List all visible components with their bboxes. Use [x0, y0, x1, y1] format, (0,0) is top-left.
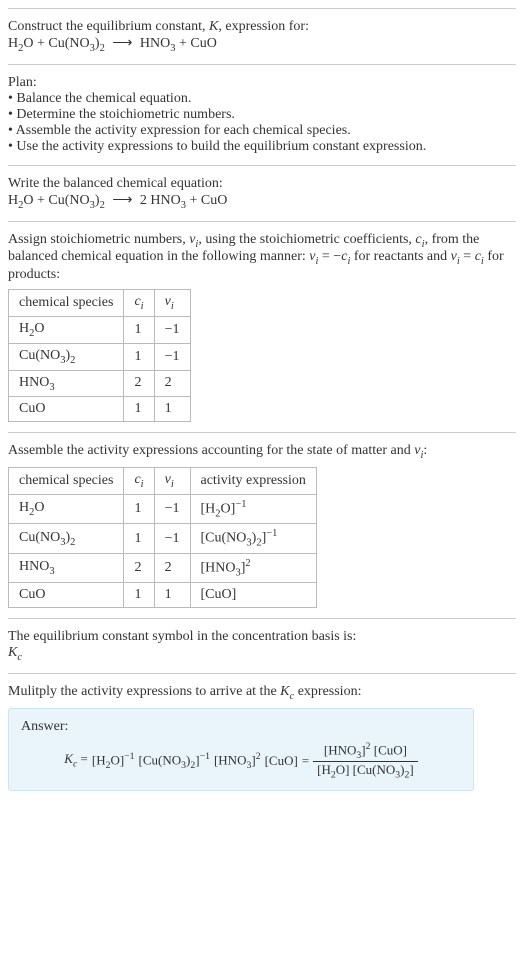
denominator: [H2O] [Cu(NO3)2] [313, 762, 418, 781]
cell-species: HNO3 [9, 553, 124, 582]
cell-activity: [CuO] [190, 583, 316, 608]
col-nui: νi [154, 468, 190, 495]
intro-text: Construct the equilibrium constant, K, e… [8, 19, 516, 35]
table-row: Cu(NO3)2 1 −1 [9, 343, 191, 370]
cell-ci: 1 [124, 524, 154, 553]
stoich-section: Assign stoichiometric numbers, νi, using… [8, 221, 516, 433]
cell-ci: 2 [124, 553, 154, 582]
cell-nui: −1 [154, 524, 190, 553]
kc-expression: Kc = [H2O]−1 [Cu(NO3)2]−1 [HNO3]2 [CuO] … [21, 741, 461, 781]
cell-species: CuO [9, 397, 124, 422]
table-row: HNO3 2 2 [9, 370, 191, 397]
answer-label: Answer: [21, 719, 461, 735]
coef-2: 2 [140, 193, 151, 208]
col-ci: ci [124, 290, 154, 317]
intro-line1: Construct the equilibrium constant, [8, 19, 209, 34]
species-cuo: CuO [201, 193, 227, 208]
species-cuno32: Cu(NO3)2 [48, 193, 104, 208]
term-cuno32: [Cu(NO3)2]−1 [139, 751, 210, 771]
symbol-kc: Kc [8, 645, 516, 663]
plan-item-2: • Determine the stoichiometric numbers. [8, 107, 516, 123]
cell-activity: [H2O]−1 [190, 494, 316, 523]
cell-nui: 2 [154, 553, 190, 582]
table-header-row: chemical species ci νi activity expressi… [9, 468, 317, 495]
equals: = [302, 753, 309, 769]
plan-item-4: • Use the activity expressions to build … [8, 139, 516, 155]
balanced-title: Write the balanced chemical equation: [8, 176, 516, 192]
term-h2o: [H2O]−1 [92, 751, 135, 771]
table-row: H2O 1 −1 [H2O]−1 [9, 494, 317, 523]
activity-section: Assemble the activity expressions accoun… [8, 432, 516, 618]
fraction: [HNO3]2 [CuO] [H2O] [Cu(NO3)2] [313, 741, 418, 781]
cell-nui: 1 [154, 397, 190, 422]
plan-title: Plan: [8, 75, 516, 91]
final-section: Mulitply the activity expressions to arr… [8, 673, 516, 801]
answer-box: Answer: Kc = [H2O]−1 [Cu(NO3)2]−1 [HNO3]… [8, 708, 474, 792]
cell-ci: 1 [124, 494, 154, 523]
table-row: Cu(NO3)2 1 −1 [Cu(NO3)2]−1 [9, 524, 317, 553]
term-hno3: [HNO3]2 [214, 751, 261, 771]
reaction-arrow-icon: ⟶ [108, 193, 136, 208]
col-species: chemical species [9, 290, 124, 317]
cell-ci: 1 [124, 343, 154, 370]
table-header-row: chemical species ci νi [9, 290, 191, 317]
balanced-equation: H2O + Cu(NO3)2 ⟶ 2 HNO3 + CuO [8, 192, 516, 211]
species-hno3: HNO3 [150, 193, 186, 208]
final-title: Mulitply the activity expressions to arr… [8, 684, 516, 702]
balanced-section: Write the balanced chemical equation: H2… [8, 165, 516, 221]
species-cuo: CuO [190, 36, 216, 51]
plan-item-3: • Assemble the activity expression for e… [8, 123, 516, 139]
cell-ci: 1 [124, 583, 154, 608]
cell-species: CuO [9, 583, 124, 608]
cell-ci: 1 [124, 397, 154, 422]
cell-ci: 1 [124, 316, 154, 343]
cell-nui: −1 [154, 343, 190, 370]
symbol-text: The equilibrium constant symbol in the c… [8, 629, 516, 645]
col-ci: ci [124, 468, 154, 495]
intro-equation: H2O + Cu(NO3)2 ⟶ HNO3 + CuO [8, 35, 516, 54]
cell-nui: 1 [154, 583, 190, 608]
cell-activity: [HNO3]2 [190, 553, 316, 582]
cell-nui: −1 [154, 494, 190, 523]
stoich-table: chemical species ci νi H2O 1 −1 Cu(NO3)2… [8, 289, 191, 422]
species-cuno32: Cu(NO3)2 [48, 36, 104, 51]
plan-item-1: • Balance the chemical equation. [8, 91, 516, 107]
species-h2o: H2O [8, 193, 34, 208]
cell-activity: [Cu(NO3)2]−1 [190, 524, 316, 553]
term-cuo: [CuO] [265, 753, 298, 769]
cell-species: H2O [9, 316, 124, 343]
cell-ci: 2 [124, 370, 154, 397]
activity-table: chemical species ci νi activity expressi… [8, 467, 317, 608]
cell-species: HNO3 [9, 370, 124, 397]
cell-species: Cu(NO3)2 [9, 524, 124, 553]
intro-line1-end: , expression for: [218, 19, 309, 34]
table-row: CuO 1 1 [CuO] [9, 583, 317, 608]
species-h2o: H2O [8, 36, 34, 51]
stoich-text: Assign stoichiometric numbers, νi, using… [8, 232, 516, 284]
activity-title: Assemble the activity expressions accoun… [8, 443, 516, 461]
symbol-section: The equilibrium constant symbol in the c… [8, 618, 516, 673]
cell-species: H2O [9, 494, 124, 523]
col-species: chemical species [9, 468, 124, 495]
reaction-arrow-icon: ⟶ [108, 36, 136, 51]
numerator: [HNO3]2 [CuO] [313, 741, 418, 762]
col-activity: activity expression [190, 468, 316, 495]
cell-species: Cu(NO3)2 [9, 343, 124, 370]
intro-k: K [209, 19, 218, 34]
species-hno3: HNO3 [140, 36, 176, 51]
cell-nui: −1 [154, 316, 190, 343]
cell-nui: 2 [154, 370, 190, 397]
table-row: CuO 1 1 [9, 397, 191, 422]
table-row: HNO3 2 2 [HNO3]2 [9, 553, 317, 582]
plan-section: Plan: • Balance the chemical equation. •… [8, 64, 516, 165]
table-row: H2O 1 −1 [9, 316, 191, 343]
kc-symbol: Kc = [64, 751, 88, 770]
col-nui: νi [154, 290, 190, 317]
intro-section: Construct the equilibrium constant, K, e… [8, 8, 516, 64]
